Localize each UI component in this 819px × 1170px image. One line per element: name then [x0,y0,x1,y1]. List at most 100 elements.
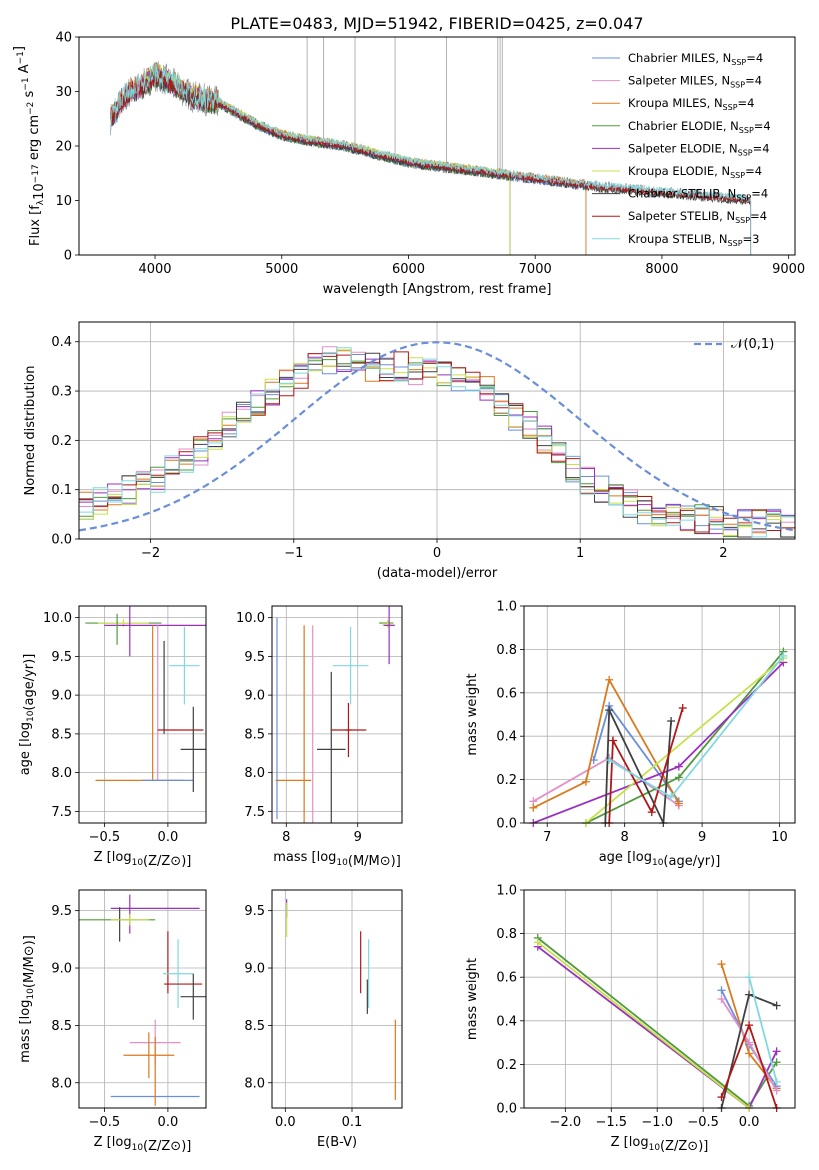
mass-weight-marker [745,1021,754,1030]
y-tick-label: 8.5 [51,727,72,742]
error-bar [169,626,200,705]
mass-weight-line [532,677,680,809]
grid [524,605,795,824]
mass-weight-marker [772,1058,781,1067]
x-tick-label: 10 [771,830,788,845]
y-tick-label: 0.0 [496,1102,517,1117]
mass-weight-marker [674,762,683,771]
legend-label: Salpeter ELODIE, NSSP=4 [628,141,770,157]
mass-weight-marker [717,995,726,1003]
y-tick-label: 8.5 [244,727,265,742]
x-tick-label: 5000 [265,262,298,277]
x-tick-label: −1.5 [595,1115,627,1130]
y-axis-label: age [log10(age/yr)] [18,654,37,776]
mass-weight-marker [772,1086,781,1095]
error-bar [317,671,346,823]
axes-frame [271,605,403,824]
x-tick-label: −0.5 [687,1115,719,1130]
axes-frame [523,889,796,1109]
mass-weight-marker [772,1077,781,1086]
y-tick-label: 8.5 [244,1019,265,1034]
x-tick-label: 2 [719,546,727,561]
axes-frame [271,889,403,1109]
y-tick-label: 40 [55,31,72,46]
y-tick-label: 0 [64,249,72,264]
y-tick-label: 9.0 [51,689,72,704]
y-tick-label: 1.0 [496,884,517,899]
x-axis-label: wavelength [Angstrom, rest frame] [323,282,552,297]
x-axis-label: (data-model)/error [377,566,498,581]
axes-frame [78,889,207,1109]
y-tick-label: 9.0 [51,962,72,977]
mass-weight-vs-age-panel: 7 8 9 10 0.0 0.2 0.4 0.6 0.8 1.0 age [log10(age/yr… [465,600,796,869]
mass-weight-line [748,976,778,1083]
y-tick-label: 0.8 [496,927,517,942]
x-tick-label: 0.1 [342,1115,363,1130]
x-tick-label: 1 [576,546,584,561]
spectrum-panel: 4000 5000 6000 7000 8000 9000 0 10 20 30 40 Chabrie… [12,31,805,298]
y-tick-label: 8.0 [244,766,265,781]
mass-weight-marker [605,706,614,715]
legend-label: Salpeter STELIB, NSSP=4 [628,209,767,225]
gaussian-curve [79,341,795,532]
mass-weight-marker [529,803,538,812]
error-bar [383,606,395,665]
mass-weight-marker [772,1001,781,1010]
legend-label: Kroupa STELIB, NSSP=3 [628,232,759,248]
y-tick-label: 9.5 [244,904,265,919]
x-tick-label: 7000 [519,262,552,277]
y-tick-label: 0.1 [51,483,72,498]
model-spectrum-line [110,63,751,202]
x-axis-label: Z [log10(Z/Z⊙)] [611,1135,709,1154]
mass-weight-marker [667,792,676,801]
mass-weight-marker [717,960,726,969]
mass-weight-marker [605,756,614,765]
legend-label: Salpeter MILES, NSSP=4 [628,74,762,90]
x-tick-label: 8 [621,830,629,845]
y-axis-label: mass [log10(M/M⊙)] [18,935,37,1063]
mass-weight-marker [678,703,687,712]
mass-weight-marker [779,651,788,660]
x-tick-label: 9000 [772,262,805,277]
x-tick-label: −2 [141,546,160,561]
y-tick-label: 30 [55,85,72,100]
y-tick-label: 0.4 [496,730,517,745]
x-tick-label: −0.5 [89,830,121,845]
x-tick-label: −1.0 [641,1115,673,1130]
mass-weight-marker [674,799,683,808]
y-axis-label: mass weight [465,958,480,1040]
y-axis-label: mass weight [465,673,480,755]
mass-weight-marker [745,1049,754,1058]
x-axis-label: age [log10(age/yr)] [599,850,721,869]
y-tick-label: 10.0 [236,611,265,626]
legend-label: Kroupa MILES, NSSP=4 [628,96,754,112]
x-tick-label: 0.0 [275,1115,296,1130]
y-tick-label: 0.4 [51,335,72,350]
y-tick-label: 0.2 [51,434,72,449]
y-tick-label: 0.8 [496,643,517,658]
x-tick-label: 9 [698,830,706,845]
mass-vs-ebv-panel: 0.0 0.1 8.0 8.5 9.0 9.5 E(B-V) [244,889,403,1150]
legend-label: Chabrier MILES, NSSP=4 [628,51,763,67]
mass-weight-line [608,707,684,823]
x-tick-label: 0.0 [158,1115,179,1130]
figure-title: PLATE=0483, MJD=51942, FIBERID=0425, z=0… [230,14,643,33]
axes-frame [523,605,796,824]
error-bar [180,973,206,1020]
grid [79,606,206,823]
y-tick-label: 0.2 [496,773,517,788]
error-bar [110,914,149,926]
mass-weight-marker [745,1038,754,1047]
x-tick-label: 0 [433,546,441,561]
residual-histogram-step [79,349,795,536]
error-bar [332,626,369,705]
grid [79,890,206,1108]
x-tick-label: 8 [282,830,290,845]
x-axis-label: mass [log10(M/M⊙)] [273,850,401,869]
mass-weight-marker [745,973,754,982]
x-tick-label: −0.5 [89,1115,121,1130]
x-tick-label: −1 [284,546,303,561]
y-tick-label: 0.6 [496,971,517,986]
mass-weight-marker [717,986,726,995]
y-tick-label: 9.5 [244,650,265,665]
